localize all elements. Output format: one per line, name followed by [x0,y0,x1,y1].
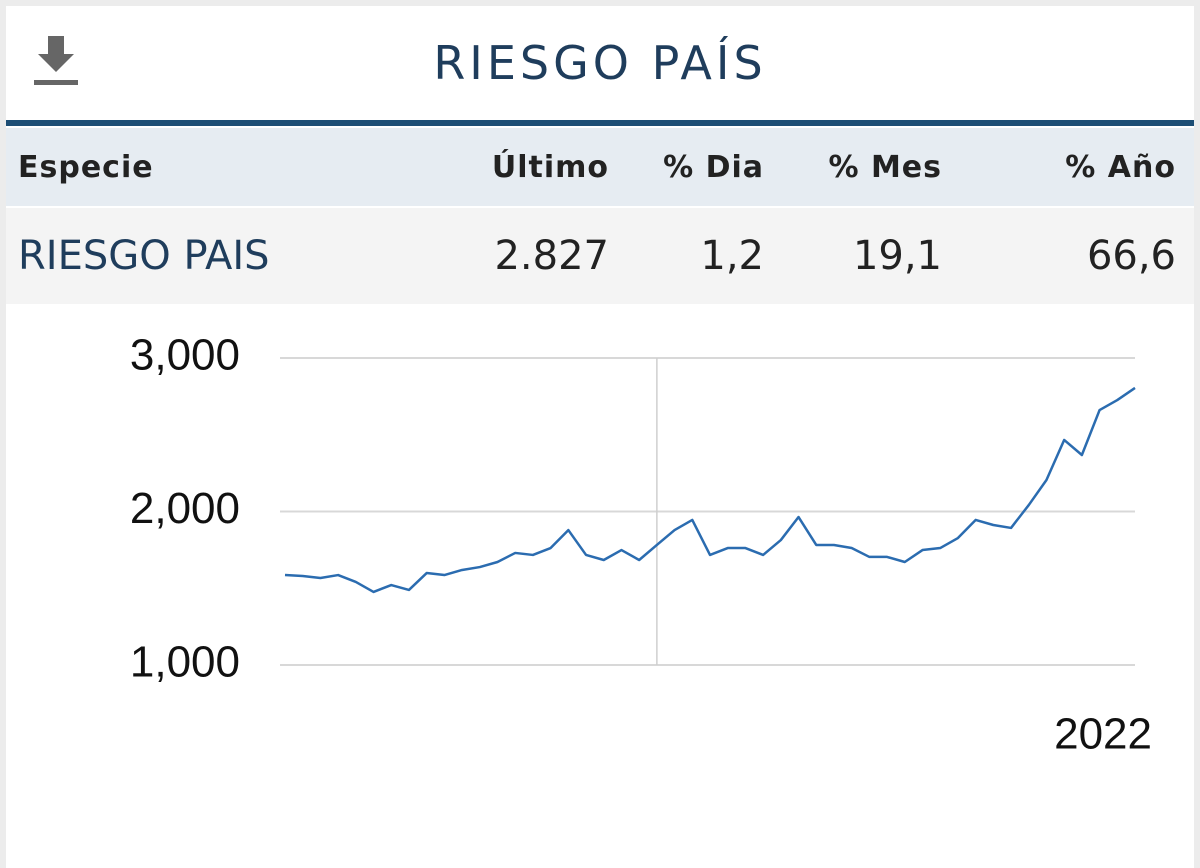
rule [6,120,1194,126]
line [284,386,1136,594]
col-header: Especie [18,149,154,185]
col-header: Último [491,149,609,185]
table-row: RIESGO PAIS 2.827 1,2 19,1 66,6 [6,208,1194,304]
col-header: % Dia [663,149,764,185]
widget: RIESGO PAÍS Especie Último % Dia % Mes %… [6,6,1194,868]
table-header: Especie Último % Dia % Mes % Año [6,128,1194,206]
download-icon[interactable] [32,32,80,88]
col-header: % Año [1065,149,1176,185]
y-tick-label: 3,000 [130,331,240,380]
y-tick-label: 1,000 [130,638,240,687]
title: RIESGO PAÍS [433,36,767,90]
cell: 66,6 [1086,233,1176,279]
cell: 1,2 [700,233,764,279]
cell: 19,1 [852,233,942,279]
col-header: % Mes [828,149,942,185]
cell: RIESGO PAIS [18,233,270,279]
cell: 2.827 [494,233,609,279]
x-tick-label: 2022 [1054,710,1152,759]
chart: 1,000 2,000 3,000 2022 [130,331,1152,759]
y-tick-label: 2,000 [130,484,240,533]
